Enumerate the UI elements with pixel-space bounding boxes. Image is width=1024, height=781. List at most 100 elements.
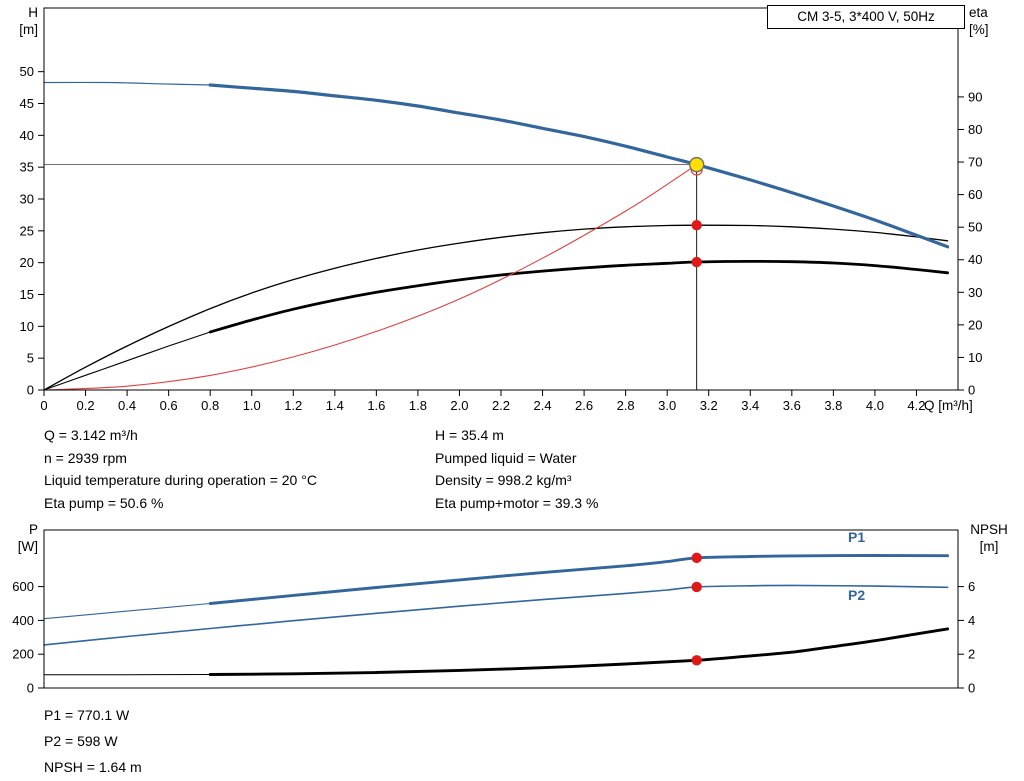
x-axis-tick-label: 3.0	[658, 398, 676, 413]
npsh-axis-title: NPSH [m]	[960, 521, 1018, 555]
left-axis-tick-label: 35	[20, 160, 34, 175]
eta-pump-marker	[691, 220, 702, 231]
left-axis-tick-label: 20	[20, 255, 34, 270]
eta-axis-symbol: eta	[969, 5, 988, 20]
x-axis-tick-label: 2.4	[534, 398, 552, 413]
h-axis-symbol: H	[28, 5, 38, 20]
left-axis-tick-label: 5	[27, 351, 34, 366]
x-axis-tick-label: 4.0	[866, 398, 884, 413]
x-axis-tick-label: 0.6	[160, 398, 178, 413]
pump-title-box: CM 3-5, 3*400 V, 50Hz	[767, 5, 965, 29]
system-curve	[43, 164, 698, 391]
info-liquid-temperature: Liquid temperature during operation = 20…	[44, 472, 317, 488]
npsh-axis-unit: [m]	[979, 539, 999, 554]
info-eta-pump: Eta pump = 50.6 %	[44, 494, 164, 511]
eta-pump-motor-curve	[208, 259, 949, 334]
eta-pump-motor-curve-lowflow	[43, 331, 211, 391]
left-axis-tick-label: 400	[12, 613, 34, 628]
left-axis-tick-label: 50	[20, 64, 34, 79]
right-axis-tick-label: 20	[968, 317, 982, 332]
pump-curve	[208, 83, 950, 249]
right-axis-tick-label: 50	[968, 220, 982, 235]
power-npsh-chart: 0 200 400 600 0 2 4 6	[12, 529, 975, 696]
p2-marker	[691, 581, 702, 593]
x-axis-tick-label: 1.2	[284, 398, 302, 413]
x-axis-tick-label: 2.6	[575, 398, 593, 413]
p1-curve	[208, 554, 950, 605]
left-axis-tick-label: 600	[12, 579, 34, 594]
eta-pump-curve	[43, 224, 949, 391]
right-axis-tick-label: 0	[968, 681, 975, 696]
p-axis-title: P [W]	[6, 521, 38, 555]
p2-curve	[43, 584, 949, 646]
info-pumped-liquid: Pumped liquid = Water	[435, 449, 577, 466]
duty-point-marker[interactable]	[688, 156, 705, 173]
x-axis-tick-label: 1.8	[409, 398, 427, 413]
info-p1: P1 = 770.1 W	[44, 707, 130, 723]
left-axis-tick-label: 25	[20, 223, 34, 238]
x-axis-tick-label: 2.0	[450, 398, 468, 413]
left-axis-tick-label: 0	[27, 383, 34, 398]
p2-curve-label: P2	[848, 587, 866, 603]
plot-frame	[43, 529, 959, 689]
info-eta-pump-motor: Eta pump+motor = 39.3 %	[435, 494, 599, 511]
x-axis-tick-label: 2.8	[617, 398, 635, 413]
right-axis-tick-label: 10	[968, 350, 982, 365]
x-axis-tick-label: 1.4	[326, 398, 344, 413]
left-axis-tick-label: 0	[27, 681, 34, 696]
x-axis-tick-label: 2.2	[492, 398, 510, 413]
x-axis-tick-label: 1.6	[367, 398, 385, 413]
info-p2: P2 = 598 W	[44, 733, 118, 749]
x-axis-tick-label: 4.2	[907, 398, 925, 413]
eta-pump-motor-marker	[691, 256, 702, 268]
right-axis-tick-label: 90	[968, 89, 982, 104]
h-axis-title: H [m]	[6, 4, 38, 38]
x-axis-tick-label: 0.2	[77, 398, 95, 413]
right-axis-tick-label: 2	[968, 647, 975, 662]
info-flow: Q = 3.142 m³/h	[44, 427, 138, 443]
h-axis-unit: [m]	[19, 22, 38, 37]
plot-frame	[43, 7, 959, 391]
left-axis-tick-label: 15	[20, 287, 34, 302]
info-head: H = 35.4 m	[435, 427, 504, 443]
right-axis-tick-label: 60	[968, 187, 982, 202]
right-axis-tick-label: 40	[968, 252, 982, 267]
left-axis-tick-label: 45	[20, 96, 34, 111]
x-axis-tick-label: 1.0	[243, 398, 261, 413]
right-axis-tick-label: 0	[968, 383, 975, 398]
info-density: Density = 998.2 kg/m³	[435, 472, 572, 488]
x-axis-tick-label: 3.2	[700, 398, 718, 413]
p-axis-unit: [W]	[17, 539, 38, 554]
hq-eta-chart: 0 5 10 15 20 25 30 35 40 45 50 0 10 20 30 40 50 60 70 80 90 0…	[20, 7, 982, 413]
p-axis-symbol: P	[28, 522, 38, 537]
left-axis-tick-label: 40	[20, 128, 34, 143]
info-speed: n = 2939 rpm	[44, 449, 127, 466]
p1-curve-lowflow	[43, 602, 211, 620]
right-axis-tick-label: 6	[968, 579, 975, 594]
x-axis-tick-label: 0.8	[201, 398, 219, 413]
power-info: P1 = 770.1 W P2 = 598 W NPSH = 1.64 m	[44, 702, 142, 780]
x-axis-tick-label: 0	[40, 398, 47, 413]
duty-info-left: Q = 3.142 m³/h n = 2939 rpm Liquid tempe…	[44, 424, 317, 514]
q-axis-label: Q [m³/h]	[924, 398, 973, 413]
right-axis-tick-label: 70	[968, 155, 982, 170]
x-axis-tick-label: 3.8	[824, 398, 842, 413]
left-axis-tick-label: 30	[20, 192, 34, 207]
npsh-axis-symbol: NPSH	[970, 522, 1008, 537]
eta-axis-unit: [%]	[969, 22, 989, 37]
x-axis-tick-label: 3.4	[741, 398, 759, 413]
duty-info-right: H = 35.4 m Pumped liquid = Water Density…	[435, 424, 598, 514]
right-axis-tick-label: 30	[968, 285, 982, 300]
npsh-curve	[208, 627, 950, 676]
info-npsh: NPSH = 1.64 m	[44, 759, 142, 775]
npsh-marker	[691, 655, 702, 666]
x-axis-tick-label: 3.6	[783, 398, 801, 413]
left-axis-tick-label: 10	[20, 319, 34, 334]
p1-marker	[691, 552, 702, 564]
x-axis-tick-label: 0.4	[118, 398, 136, 413]
pump-curve-lowflow	[43, 81, 211, 86]
left-axis-tick-label: 200	[12, 647, 34, 662]
right-axis-tick-label: 4	[968, 613, 975, 628]
p1-curve-label: P1	[848, 529, 866, 545]
